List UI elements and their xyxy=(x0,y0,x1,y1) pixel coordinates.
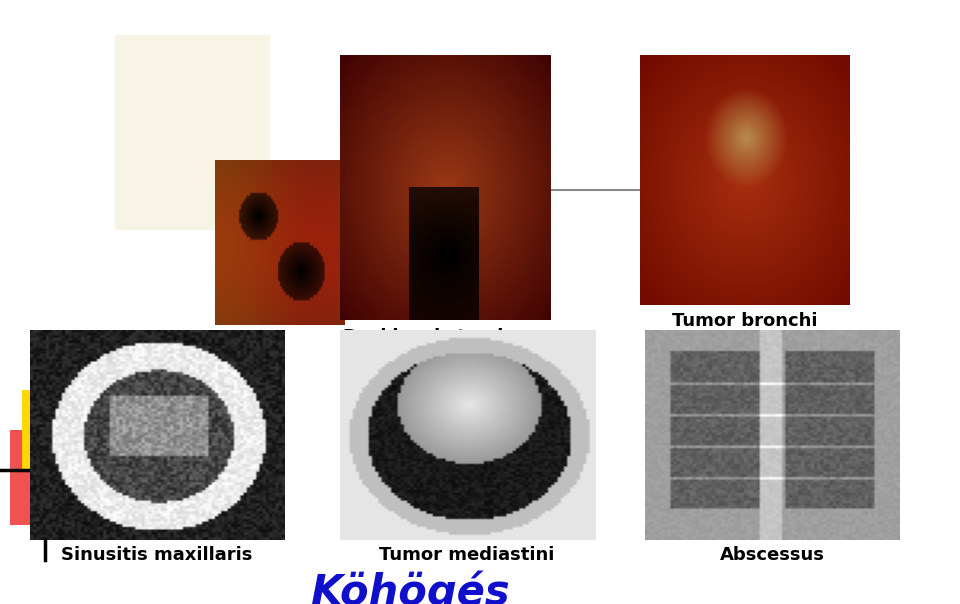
Bar xyxy=(68,450,133,535)
Text: Dohányzás: Dohányzás xyxy=(70,355,180,373)
Text: Sinusitis maxillaris: Sinusitis maxillaris xyxy=(61,546,252,564)
Bar xyxy=(10,430,90,525)
Text: Tumor bronchi: Tumor bronchi xyxy=(672,312,818,330)
Text: Abscessus: Abscessus xyxy=(720,546,825,564)
Text: Köhögés: Köhögés xyxy=(310,570,510,604)
Text: Tumor mediastini: Tumor mediastini xyxy=(379,546,555,564)
Bar xyxy=(22,390,90,470)
Text: Dyskinesis tracheae: Dyskinesis tracheae xyxy=(344,328,547,346)
